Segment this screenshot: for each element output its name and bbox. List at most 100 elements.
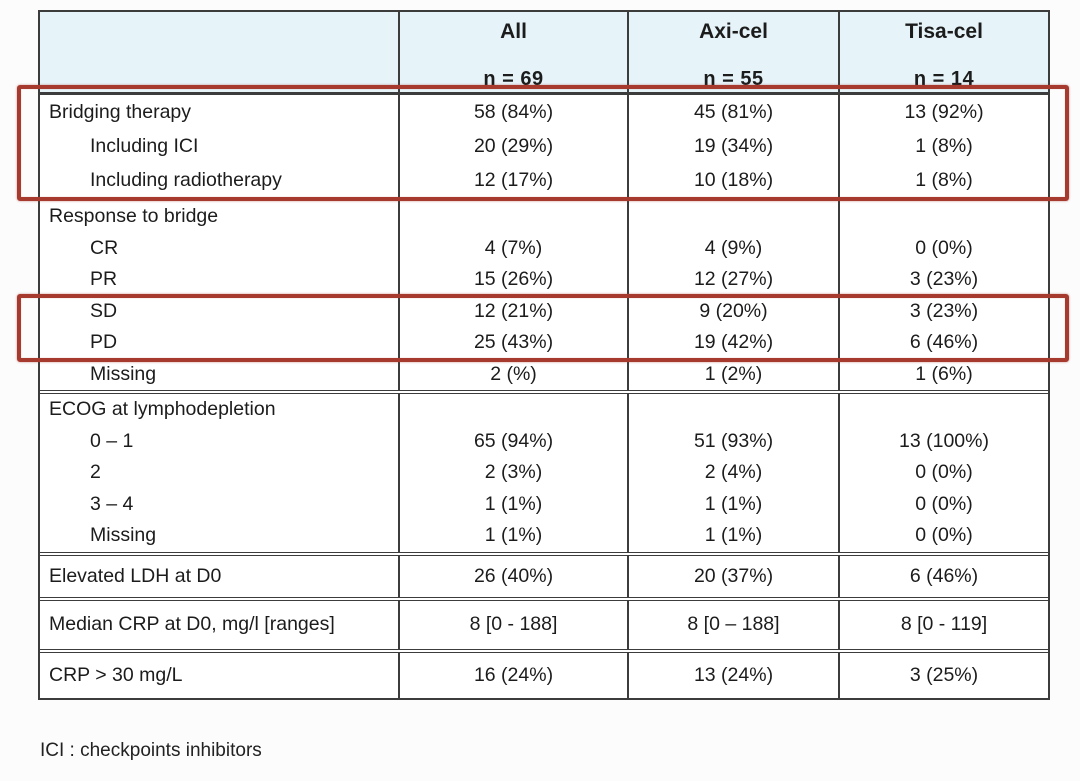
- value-cell: 4 (9%): [629, 232, 840, 264]
- table-row: CRP > 30 mg/L 16 (24%) 13 (24%) 3 (25%): [40, 652, 1048, 698]
- value-cell: 12 (17%): [400, 163, 629, 197]
- row-label: CRP > 30 mg/L: [40, 652, 400, 698]
- footnote-ici-definition: ICI : checkpoints inhibitors: [40, 740, 262, 761]
- row-label: 2: [40, 457, 400, 489]
- table-row: SD 12 (21%) 9 (20%) 3 (23%): [40, 295, 1048, 327]
- header-col-all: All n = 69: [400, 12, 629, 92]
- value-cell: 3 (23%): [909, 299, 979, 322]
- row-label: Bridging therapy: [40, 95, 400, 129]
- table-row: Median CRP at D0, mg/l [ranges] 8 [0 - 18…: [40, 600, 1048, 649]
- value-cell: 25 (43%): [400, 327, 629, 359]
- table-row: Missing 2 (%) 1 (2%) 1 (6%): [40, 358, 1048, 390]
- table-row: PR 15 (26%) 12 (27%) 3 (23%): [40, 264, 1048, 296]
- value-cell: 12 (21%): [400, 295, 629, 327]
- value-cell: 51 (93%): [629, 425, 840, 457]
- row-label: Including ICI: [40, 129, 400, 163]
- row-label: PR: [40, 264, 400, 296]
- row-label: Elevated LDH at D0: [40, 555, 400, 597]
- table-header-row: All n = 69 Axi-cel n = 55 Tisa-cel n = 1…: [40, 12, 1048, 95]
- value-cell: [840, 394, 1048, 426]
- table-section: Median CRP at D0, mg/l [ranges] 8 [0 - 18…: [40, 596, 1048, 649]
- table-section: CRP > 30 mg/L 16 (24%) 13 (24%) 3 (25%): [40, 648, 1048, 698]
- row-label: Missing: [40, 520, 400, 552]
- value-cell: 8 [0 - 119]: [900, 613, 988, 635]
- row-label: Median CRP at D0, mg/l [ranges]: [40, 600, 400, 649]
- value-cell: 2 (%): [400, 358, 629, 390]
- table-row: ECOG at lymphodepletion: [40, 394, 1048, 426]
- table-row: Including ICI 20 (29%) 19 (34%) 1 (8%): [40, 129, 1048, 163]
- value-cell: 16 (24%): [400, 652, 629, 698]
- patient-characteristics-table: All n = 69 Axi-cel n = 55 Tisa-cel n = 1…: [38, 10, 1050, 700]
- column-n-count: n = 14: [913, 68, 975, 90]
- value-cell: 13 (92%): [904, 100, 984, 123]
- table-section: ECOG at lymphodepletion 0 – 1 65 (94%) 51 (…: [40, 390, 1048, 552]
- table-row: Elevated LDH at D0 26 (40%) 20 (37%) 6 (46%…: [40, 555, 1048, 597]
- value-cell: 1 (1%): [629, 520, 840, 552]
- header-col-tisa-cel: Tisa-cel n = 14: [840, 12, 1048, 92]
- value-cell: [629, 394, 840, 426]
- row-label: PD: [40, 327, 400, 359]
- value-cell: 0 (0%): [915, 236, 973, 259]
- value-cell: 1 (8%): [915, 168, 973, 191]
- table-section: Elevated LDH at D0 26 (40%) 20 (37%) 6 (46%…: [40, 551, 1048, 597]
- value-cell: 15 (26%): [400, 264, 629, 296]
- value-cell: 58 (84%): [400, 95, 629, 129]
- value-cell: 3 (25%): [909, 663, 979, 686]
- table-row: Bridging therapy 58 (84%) 45 (81%) 13 (92%): [40, 95, 1048, 129]
- value-cell: [840, 201, 1048, 233]
- value-cell: 13 (100%): [899, 429, 989, 452]
- table-section: Bridging therapy 58 (84%) 45 (81%) 13 (92%)…: [40, 95, 1048, 197]
- column-title: Tisa-cel: [905, 20, 983, 43]
- header-empty-cell: [40, 12, 400, 92]
- value-cell: 45 (81%): [629, 95, 840, 129]
- row-label: Missing: [40, 358, 400, 390]
- value-cell: 4 (7%): [400, 232, 629, 264]
- row-label: 0 – 1: [40, 425, 400, 457]
- column-title: All: [500, 20, 527, 43]
- column-title: Axi-cel: [699, 20, 768, 43]
- table-row: PD 25 (43%) 19 (42%) 6 (46%): [40, 327, 1048, 359]
- table-body: Bridging therapy 58 (84%) 45 (81%) 13 (92%)…: [40, 95, 1048, 698]
- value-cell: [400, 201, 629, 233]
- row-label: Including radiotherapy: [40, 163, 400, 197]
- value-cell: 1 (1%): [400, 520, 629, 552]
- value-cell: 1 (1%): [400, 488, 629, 520]
- column-n-count: n = 55: [703, 68, 764, 90]
- table-row: Missing 1 (1%) 1 (1%) 0 (0%): [40, 520, 1048, 552]
- value-cell: 3 (23%): [909, 268, 979, 291]
- row-label: CR: [40, 232, 400, 264]
- value-cell: 1 (1%): [629, 488, 840, 520]
- value-cell: 1 (2%): [629, 358, 840, 390]
- value-cell: 9 (20%): [629, 295, 840, 327]
- column-n-count: n = 69: [483, 68, 544, 90]
- value-cell: 13 (24%): [629, 652, 840, 698]
- value-cell: 6 (46%): [909, 564, 979, 587]
- value-cell: 6 (46%): [909, 331, 979, 354]
- value-cell: 8 [0 - 188]: [400, 600, 629, 649]
- value-cell: 20 (29%): [400, 129, 629, 163]
- row-label: ECOG at lymphodepletion: [40, 394, 400, 426]
- value-cell: 0 (0%): [915, 524, 973, 547]
- value-cell: 20 (37%): [629, 555, 840, 597]
- value-cell: 2 (4%): [629, 457, 840, 489]
- value-cell: 1 (8%): [915, 134, 973, 157]
- value-cell: 1 (6%): [915, 362, 973, 385]
- table-row: Including radiotherapy 12 (17%) 10 (18%) 1 …: [40, 163, 1048, 197]
- value-cell: 8 [0 – 188]: [629, 600, 840, 649]
- table-section: Response to bridge CR 4 (7%) 4 (9%) 0 (0%) PR…: [40, 197, 1048, 390]
- value-cell: 0 (0%): [915, 461, 973, 484]
- row-label: Response to bridge: [40, 201, 400, 233]
- value-cell: [629, 201, 840, 233]
- value-cell: 26 (40%): [400, 555, 629, 597]
- value-cell: 19 (34%): [629, 129, 840, 163]
- table-row: Response to bridge: [40, 201, 1048, 233]
- value-cell: 2 (3%): [400, 457, 629, 489]
- table-row: CR 4 (7%) 4 (9%) 0 (0%): [40, 232, 1048, 264]
- value-cell: 10 (18%): [629, 163, 840, 197]
- table-row: 0 – 1 65 (94%) 51 (93%) 13 (100%): [40, 425, 1048, 457]
- value-cell: 65 (94%): [400, 425, 629, 457]
- row-label: 3 – 4: [40, 488, 400, 520]
